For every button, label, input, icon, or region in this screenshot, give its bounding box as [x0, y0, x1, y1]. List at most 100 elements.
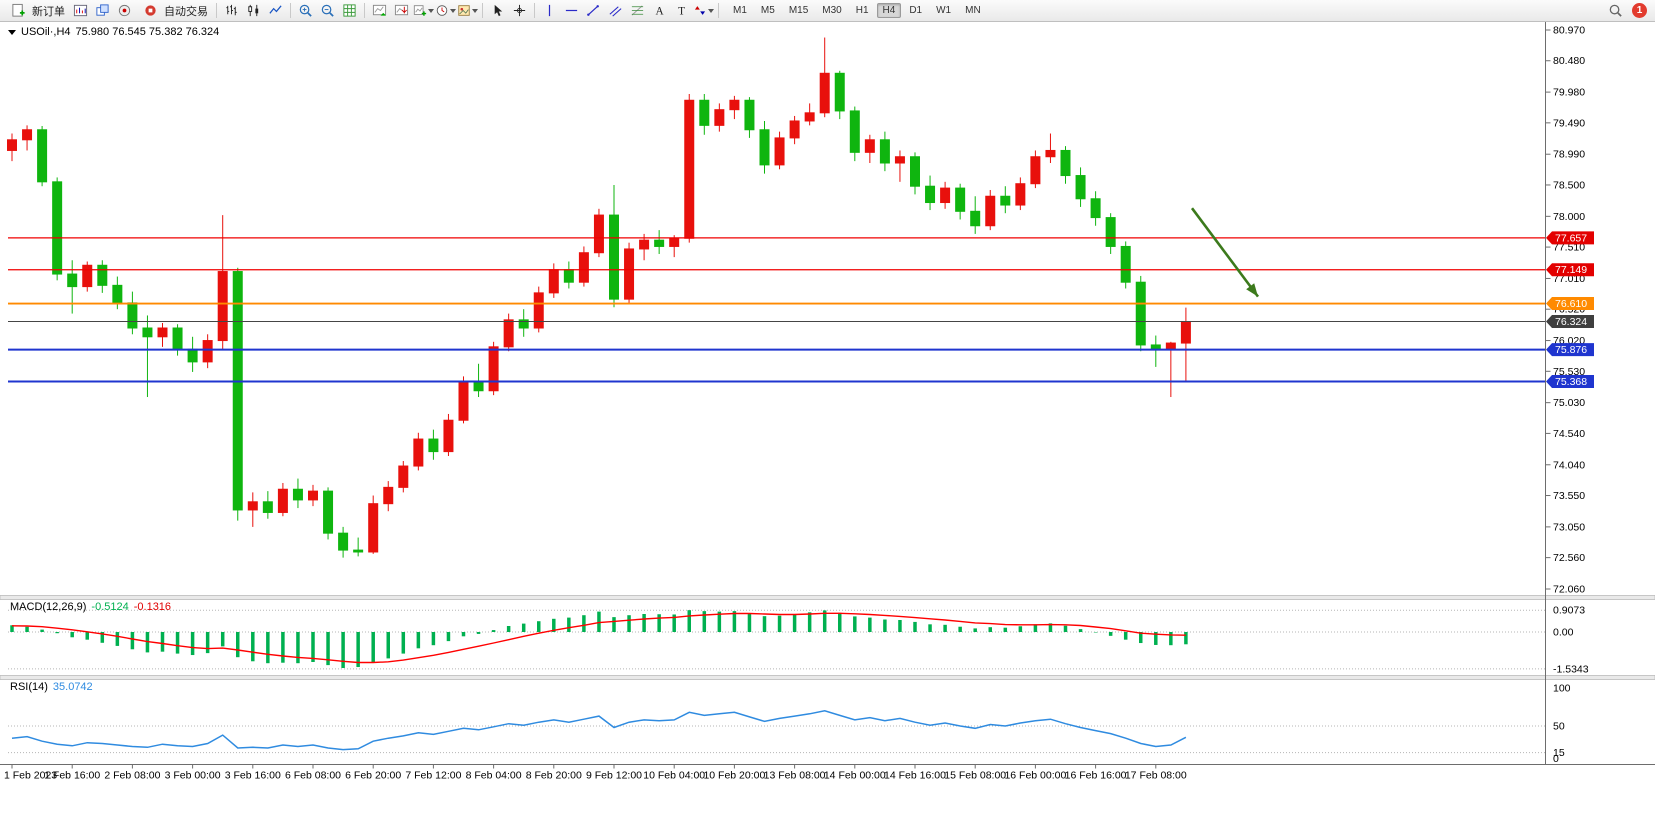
timeframe-clock-icon[interactable]	[435, 2, 456, 20]
timeframe-button-w1[interactable]: W1	[936, 5, 952, 16]
chart-dropdown-icon[interactable]	[8, 29, 16, 35]
candle	[759, 120, 770, 174]
price-tag	[1546, 374, 1594, 388]
crosshair-icon[interactable]	[509, 2, 530, 20]
price-axis-label: 74.040	[1553, 459, 1585, 471]
price-axis-label: 80.480	[1553, 55, 1585, 67]
time-axis-label: 15 Feb 08:00	[944, 770, 1006, 782]
price-axis-label: 79.490	[1553, 117, 1585, 129]
candle	[864, 134, 875, 164]
candle	[292, 478, 303, 509]
arrows-tool-icon[interactable]	[693, 2, 714, 20]
fibonacci-tool-icon[interactable]	[627, 2, 648, 20]
trendline-tool-icon[interactable]	[583, 2, 604, 20]
profiles-icon[interactable]	[92, 2, 113, 20]
time-axis-label: 1 Feb 16:00	[44, 770, 100, 782]
candle	[819, 37, 830, 118]
candle	[37, 125, 48, 187]
line-chart-icon[interactable]	[265, 2, 286, 20]
chart-template-icon[interactable]	[457, 2, 478, 20]
candle	[353, 537, 364, 557]
price-axis: 80.970 80.480 79.980 79.490 78.990 78.500 78.0…	[1545, 22, 1585, 765]
new-chart-icon[interactable]	[70, 2, 91, 20]
price-axis-label: 80.970	[1553, 25, 1585, 37]
cursor-icon[interactable]	[487, 2, 508, 20]
timeframe-button-m5[interactable]: M5	[760, 5, 775, 16]
price-axis-label: 79.980	[1553, 87, 1585, 99]
bar-chart-icon[interactable]	[221, 2, 242, 20]
candle	[1105, 213, 1116, 254]
grid-icon[interactable]	[339, 2, 360, 20]
time-axis-label: 13 Feb 08:00	[764, 770, 826, 782]
text-tool-icon[interactable]: A	[649, 2, 670, 20]
candle	[563, 261, 574, 289]
time-axis-label: 6 Feb 20:00	[345, 770, 401, 782]
candle	[774, 131, 785, 170]
candle	[97, 260, 108, 293]
vertical-line-tool-icon[interactable]	[539, 2, 560, 20]
toolbar-right-group: 1	[1605, 2, 1651, 20]
chevron-down-icon	[472, 8, 478, 13]
candle	[127, 291, 138, 335]
new-order-label: 新订单	[32, 5, 65, 18]
price-axis-label: 75.030	[1553, 397, 1585, 409]
candle	[940, 181, 951, 209]
market-watch-icon[interactable]	[114, 2, 135, 20]
svg-text:76.324: 76.324	[1555, 316, 1587, 328]
price-axis-label: 78.000	[1553, 211, 1585, 223]
time-axis-label: 17 Feb 08:00	[1125, 770, 1187, 782]
autotrading-icon	[140, 2, 161, 20]
svg-text:75.876: 75.876	[1555, 344, 1587, 356]
chart-canvas[interactable]: 80.970 80.480 79.980 79.490 78.990 78.500 78.0…	[0, 22, 1655, 824]
price-axis-label: 78.990	[1553, 149, 1585, 161]
timeframe-button-h4[interactable]: H4	[876, 3, 902, 18]
new-order-button[interactable]: 新订单	[4, 2, 69, 20]
chart-ohlc-values: 75.980 76.545 75.382 76.324	[75, 26, 220, 38]
timeframe-button-d1[interactable]: D1	[909, 5, 923, 16]
candle	[1150, 335, 1161, 367]
price-axis-label: 78.500	[1553, 179, 1585, 191]
timeframe-button-m15[interactable]: M15	[788, 5, 809, 16]
candle	[1000, 186, 1011, 214]
candle	[52, 177, 63, 281]
autotrading-button[interactable]: 自动交易	[136, 2, 212, 20]
candle	[172, 324, 183, 356]
search-icon[interactable]	[1605, 2, 1626, 20]
auto-scroll-icon[interactable]	[369, 2, 390, 20]
zoom-in-icon[interactable]	[295, 2, 316, 20]
toolbar-separator	[718, 3, 719, 18]
candle	[789, 115, 800, 145]
candle	[1045, 133, 1056, 164]
candle	[1180, 307, 1191, 381]
candle	[834, 70, 845, 120]
timeframe-button-m30[interactable]: M30	[822, 5, 842, 16]
channel-tool-icon[interactable]	[605, 2, 626, 20]
horizontal-line-tool-icon[interactable]	[561, 2, 582, 20]
price-tag	[1546, 231, 1594, 245]
svg-text:77.657: 77.657	[1555, 232, 1587, 244]
chart-shift-icon[interactable]	[391, 2, 412, 20]
candle	[262, 491, 273, 519]
macd-indicator-label: MACD(12,26,9) -0.5124 -0.1316	[10, 601, 171, 613]
toolbar-separator	[364, 3, 365, 18]
rsi-axis-label: 100	[1553, 683, 1571, 695]
zoom-out-icon[interactable]	[317, 2, 338, 20]
timeframe-button-mn[interactable]: MN	[965, 5, 981, 16]
candlestick-chart-icon[interactable]	[243, 2, 264, 20]
notification-badge[interactable]: 1	[1632, 3, 1647, 18]
price-tag	[1546, 297, 1594, 311]
candle	[82, 261, 93, 292]
time-axis-label: 1 Feb 2023	[4, 770, 57, 782]
text-label-tool-icon[interactable]: T	[671, 2, 692, 20]
timeframe-button-m1[interactable]: M1	[733, 5, 747, 16]
rsi-indicator-label: RSI(14) 35.0742	[10, 681, 93, 693]
trend-arrow[interactable]	[1190, 207, 1260, 298]
price-axis-label: 72.560	[1553, 552, 1585, 564]
macd-axis-label: 0.00	[1553, 627, 1574, 639]
candle	[925, 175, 936, 211]
svg-text:77.149: 77.149	[1555, 264, 1587, 276]
timeframe-button-h1[interactable]: H1	[855, 5, 869, 16]
add-indicator-icon[interactable]	[413, 2, 434, 20]
panel-separators[interactable]	[0, 595, 1655, 680]
svg-text:75.368: 75.368	[1555, 376, 1587, 388]
